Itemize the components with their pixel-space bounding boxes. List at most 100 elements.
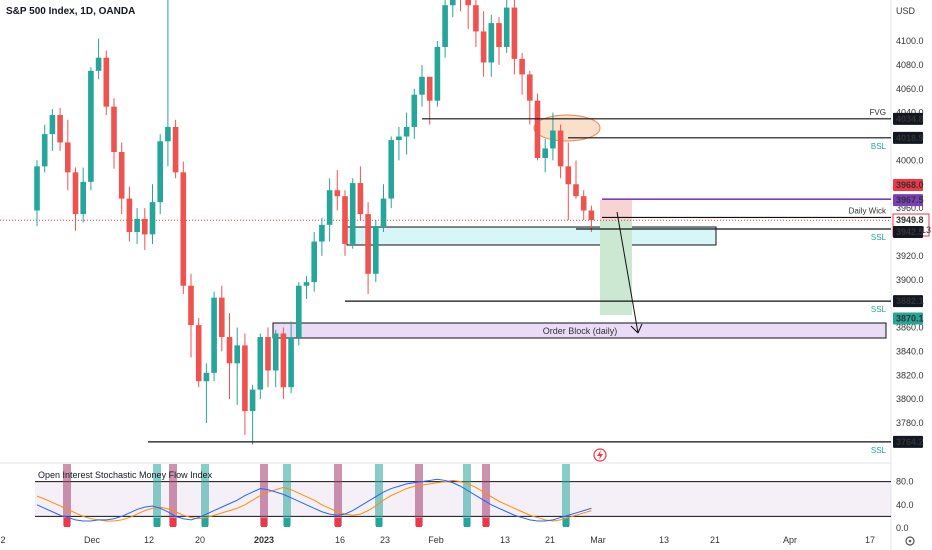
y-tick-label: 4060.0 [896, 84, 924, 94]
candle-body [142, 218, 148, 235]
candle-body [265, 337, 271, 371]
order-block-zone [272, 322, 887, 339]
mfi-signal-bar [63, 464, 71, 526]
candle-body [388, 140, 394, 199]
candle-body [580, 196, 587, 211]
y-tick-label: 4100.0 [896, 36, 924, 46]
settings-icon[interactable] [905, 536, 915, 546]
candle-body [542, 148, 548, 158]
tag-ssl-1-text: 3942.5 [896, 227, 924, 237]
candle-body [311, 241, 317, 283]
mfi-tick-label: 0.0 [896, 523, 909, 533]
candle-body [188, 285, 194, 326]
candle-body [257, 337, 264, 390]
mfi-tick-label: 40.0 [896, 500, 914, 510]
mfi-tick-label: 80.0 [896, 477, 914, 487]
current-price-text: 3949.8 [896, 215, 924, 225]
mfi-orange-line [36, 479, 592, 522]
candle-body [357, 183, 364, 215]
y-tick-label: 4000.0 [896, 155, 924, 165]
x-tick-label: 13 [659, 535, 669, 545]
level-label: FVG [870, 108, 886, 117]
candle-body [565, 166, 572, 185]
candle-body [527, 74, 533, 101]
x-tick-label: 17 [865, 535, 875, 545]
candle-body [111, 106, 117, 153]
candle-body [380, 198, 387, 227]
candle-body [434, 46, 441, 101]
candle-body [172, 126, 179, 173]
short-position-box [600, 200, 632, 220]
candle-body [365, 214, 371, 274]
candle-body [419, 76, 425, 95]
candle-body [496, 23, 502, 47]
mfi-indicator-pane: 80.0 40.0 0.0 [35, 464, 914, 533]
mfi-signal-bar [482, 464, 490, 526]
tag-high-text: 3968.0 [896, 180, 924, 190]
x-tick-label: 20 [195, 535, 205, 545]
candle-body [450, 0, 456, 6]
order-block-label: Order Block (daily) [543, 326, 618, 336]
candle-body [303, 282, 310, 286]
level-label: BSL [871, 142, 887, 151]
x-tick-label: 21 [710, 535, 720, 545]
candle-body [342, 196, 348, 244]
candle-body [349, 183, 356, 244]
tag-ssl-1 [893, 226, 923, 239]
candle-body [557, 130, 564, 167]
y-tick-label: 3900.0 [896, 275, 924, 285]
x-tick-label: 2023 [254, 535, 274, 545]
mfi-signal-bar [283, 464, 291, 526]
levels-layer: FVG BSL Daily Wick SSL SSL SSL [148, 108, 891, 455]
candle-body [288, 337, 294, 388]
candle-body [511, 7, 518, 59]
candle-body [326, 190, 333, 225]
y-tick-label: 3860.0 [896, 323, 924, 333]
mfi-signal-marker [64, 518, 70, 527]
candle-body [373, 226, 379, 274]
indicator-title: Open Interest Stochastic Money Flow Inde… [38, 470, 213, 480]
candle-body [480, 31, 487, 63]
candle-body [234, 345, 240, 364]
mfi-signal-bar [153, 464, 161, 526]
candle-body [157, 141, 163, 203]
candle-body [118, 152, 125, 199]
level-label: SSL [871, 305, 887, 314]
lightning-icon[interactable] [593, 448, 607, 462]
candle-body [573, 184, 579, 197]
level-label: Daily Wick [849, 206, 887, 215]
candle-body [49, 115, 56, 135]
candle-body [34, 166, 40, 211]
candle-body [426, 76, 433, 101]
mfi-signal-bar [415, 464, 423, 526]
candle-body [80, 181, 86, 215]
level-label: SSL [871, 233, 887, 242]
mfi-signal-bar [562, 464, 570, 526]
candle-body [180, 172, 187, 286]
x-tick-label: 21 [545, 535, 555, 545]
mfi-signal-bar [201, 464, 209, 526]
tag-fvg [893, 112, 923, 125]
x-tick-label: 2 [0, 535, 5, 545]
mfi-signal-marker [284, 518, 290, 527]
candle-body [488, 23, 495, 63]
level-label: SSL [871, 446, 887, 455]
x-tick-label: Feb [428, 535, 444, 545]
candle-body [65, 142, 71, 173]
tag-high [893, 179, 923, 191]
candle-body [550, 130, 556, 149]
y-tick-label: 3820.0 [896, 370, 924, 380]
candle-body [588, 210, 595, 221]
candle-body [519, 58, 525, 75]
price-tags-layer: 3968.04034.84018.93967.53952.23949.803:0… [892, 112, 931, 448]
candles-layer [34, 0, 595, 445]
tag-green-text: 3870.1 [896, 313, 924, 323]
mfi-signal-bar [169, 464, 177, 526]
mfi-signal-marker [261, 518, 267, 527]
candle-body [296, 285, 302, 338]
candle-body [280, 333, 287, 388]
tag-purple [893, 194, 923, 207]
candle-body [195, 325, 202, 382]
candle-body [242, 345, 248, 412]
